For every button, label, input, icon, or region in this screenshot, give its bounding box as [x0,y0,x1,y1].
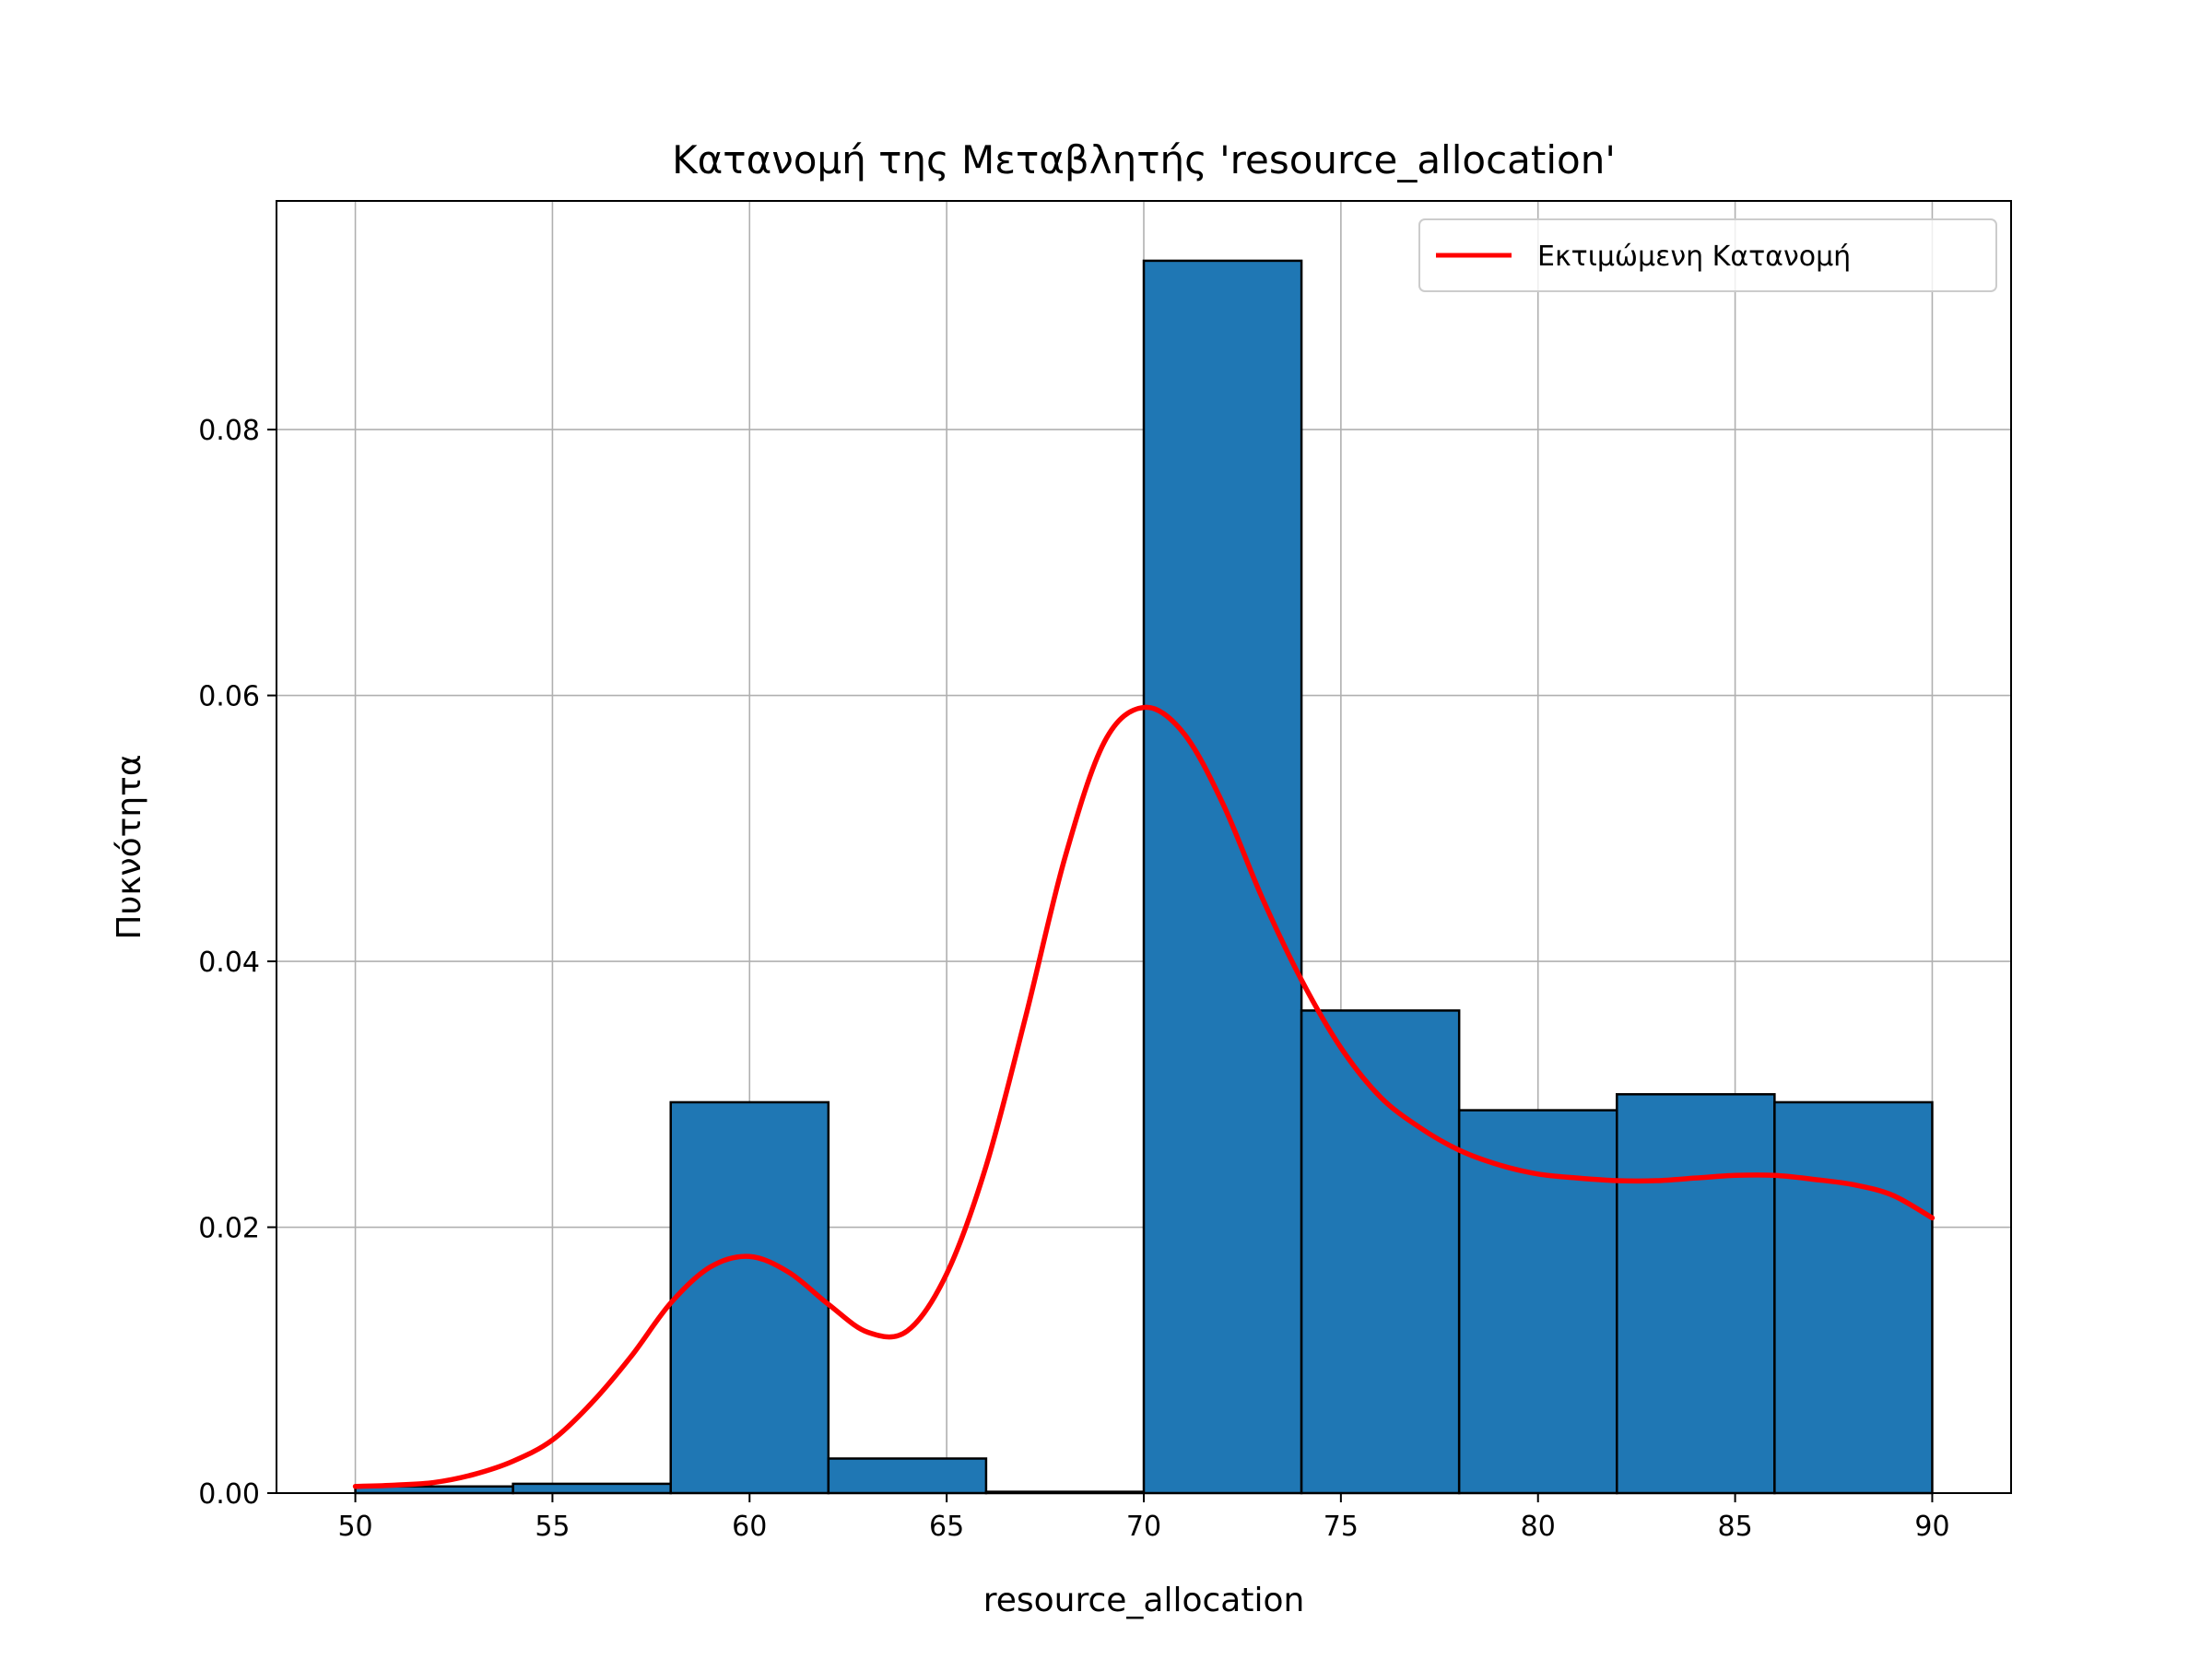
y-tick-label: 0.02 [198,1213,260,1245]
legend-label: Εκτιμώμενη Κατανομή [1537,241,1851,273]
density-line [352,704,1936,1489]
histogram-bar [1457,1109,1618,1495]
histogram-bar [1773,1100,1934,1495]
chart-title: Κατανομή της Μεταβλητής 'resource_alloca… [672,137,1616,182]
x-tick-label: 55 [535,1511,570,1543]
x-tick-label: 50 [337,1511,372,1543]
x-tick-label: 75 [1324,1511,1359,1543]
x-tick-label: 60 [732,1511,767,1543]
y-tick-label: 0.04 [198,947,260,979]
histogram-bar [1142,259,1303,1495]
histogram-bar [669,1100,830,1495]
density-curve [352,704,1936,1489]
x-tick-label: 80 [1521,1511,1556,1543]
y-axis-ticks: 0.00 0.02 0.04 0.06 0.08 [198,415,276,1511]
x-axis-label: resource_allocation [983,1582,1305,1619]
y-axis-label: Πυκνότητα [111,754,148,939]
y-tick-label: 0.08 [198,415,260,447]
legend-box [1418,218,1997,292]
histogram-bar [1616,1093,1776,1495]
x-tick-label: 90 [1914,1511,1949,1543]
x-tick-label: 85 [1717,1511,1752,1543]
histogram-bar [512,1482,672,1495]
legend: Εκτιμώμενη Κατανομή [1418,218,1997,292]
x-tick-label: 70 [1126,1511,1161,1543]
y-tick-label: 0.00 [198,1478,260,1511]
histogram-bar [1300,1009,1461,1495]
histogram-bar [827,1457,988,1495]
y-tick-label: 0.06 [198,681,260,713]
x-tick-label: 65 [929,1511,964,1543]
histogram-bars [354,259,1934,1495]
x-axis-ticks: 50 55 60 65 70 75 80 85 90 [337,1493,1950,1543]
